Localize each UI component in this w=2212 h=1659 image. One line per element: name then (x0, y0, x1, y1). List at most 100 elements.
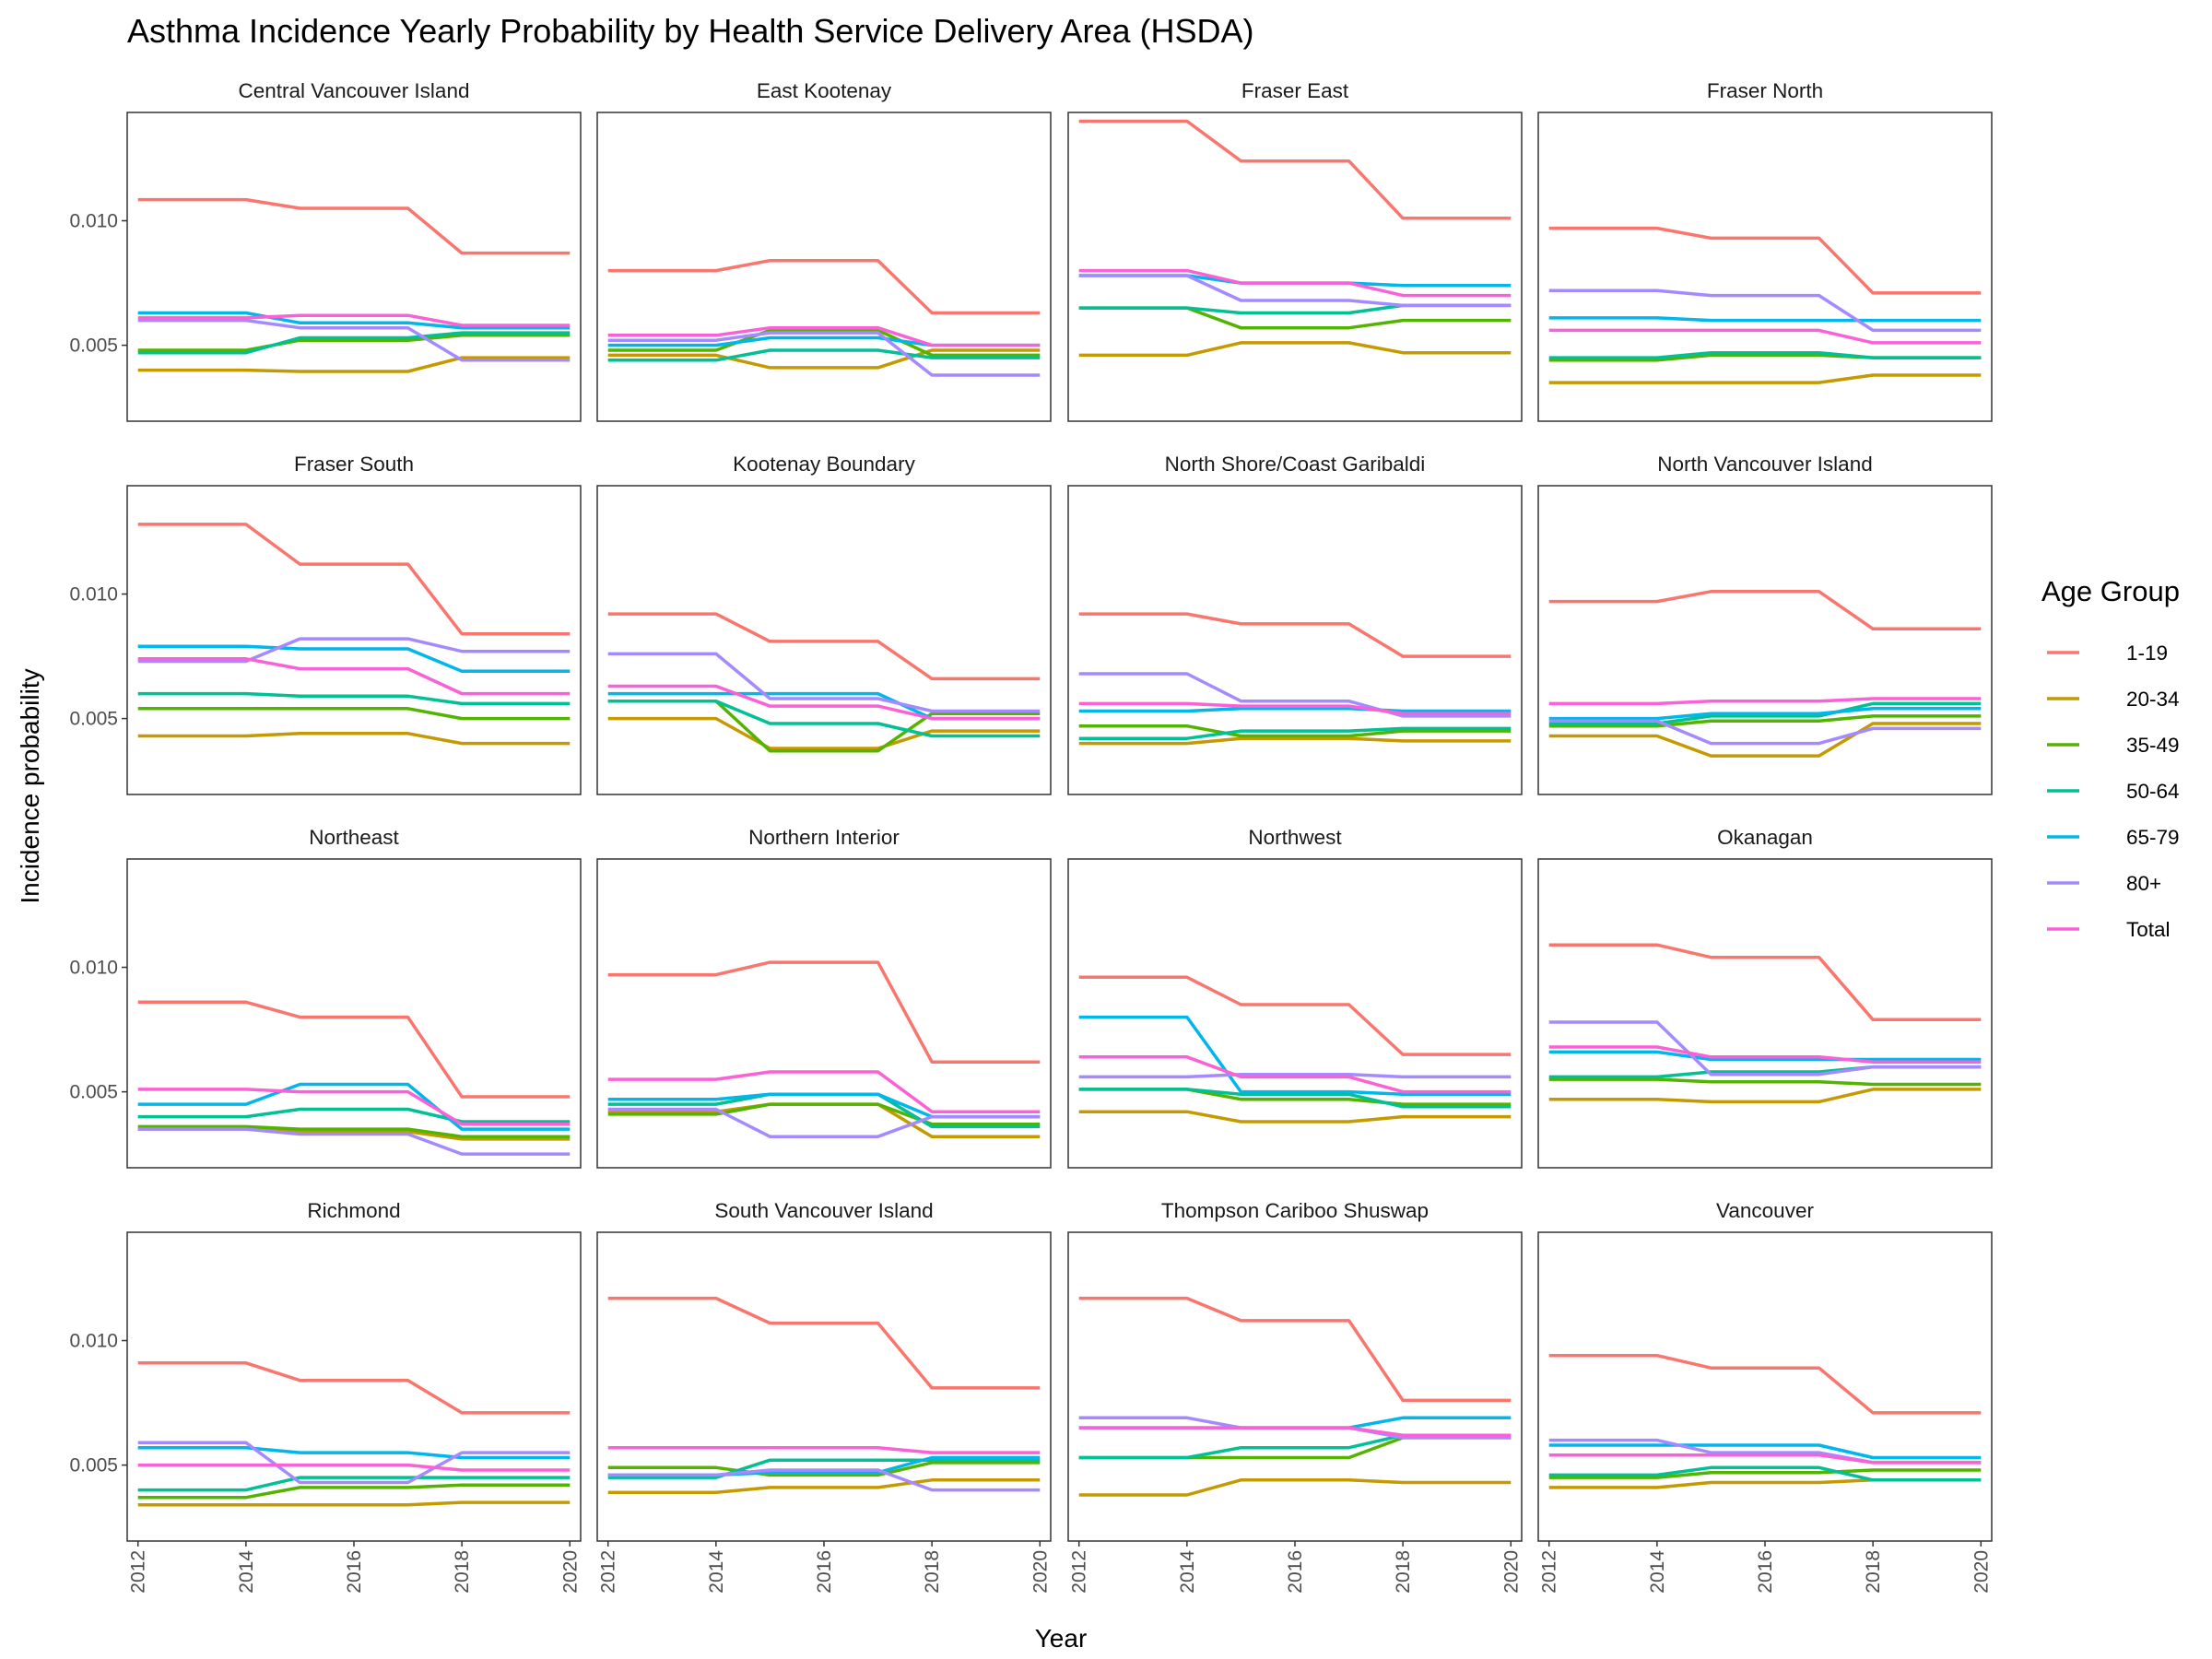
series-line-35-49 (137, 334, 571, 352)
facet-label: Thompson Cariboo Shuswap (1161, 1199, 1429, 1222)
panel-frame (126, 858, 582, 1169)
series-line-20-34 (607, 716, 1041, 750)
series-line-1-19 (137, 523, 571, 636)
series-line-65-79 (137, 644, 571, 674)
series-line-20-34 (1548, 1088, 1982, 1104)
series-line-20-34 (1078, 736, 1512, 746)
facet-northwest: Northwest (1067, 826, 1523, 1169)
x-tick-label: 2012 (1069, 1550, 1090, 1594)
series-line-35-49 (1548, 714, 1982, 728)
series-line-65-79 (1548, 1050, 1982, 1062)
facet-vancouver: Vancouver 2012 2014 2016 2018 2020 (1537, 1199, 1993, 1594)
series-line-80- (137, 1127, 571, 1156)
facet-label: Fraser South (294, 453, 414, 476)
series-line-35-49 (137, 1124, 571, 1138)
x-tick-label: 2014 (236, 1550, 257, 1594)
series-line-total (1078, 268, 1512, 298)
x-tick-label: 2018 (1393, 1550, 1414, 1594)
series-line-80- (137, 318, 571, 362)
facet-richmond: Richmond 0.005 0.010 2012 2014 2016 2018 2020 (69, 1199, 582, 1594)
facet-fraser-north: Fraser North (1537, 79, 1993, 422)
series-line-50-64 (137, 1107, 571, 1124)
panel-frame (126, 485, 582, 795)
series-line-total (607, 325, 1041, 347)
panel-frame (1537, 858, 1993, 1169)
series-line-80- (137, 1441, 571, 1485)
series-line-50-64 (1078, 726, 1512, 740)
y-tick-label: 0.010 (69, 1331, 118, 1352)
facet-label: Northern Interior (748, 826, 900, 849)
x-tick-label: 2020 (1971, 1550, 1992, 1594)
series-line-35-49 (137, 1483, 571, 1500)
series-line-50-64 (1548, 350, 1982, 359)
y-tick-label: 0.010 (69, 211, 118, 232)
panel-frame (126, 1231, 582, 1542)
series-line-65-79 (137, 1445, 571, 1460)
series-line-total (607, 684, 1041, 721)
series-line-1-19 (1078, 1296, 1512, 1403)
legend-label: 20-34 (2126, 688, 2180, 711)
facet-north-shore-coast-garibaldi: North Shore/Coast Garibaldi (1067, 453, 1523, 795)
x-tick-label: 2020 (559, 1550, 581, 1594)
series-line-20-34 (1548, 722, 1982, 758)
series-line-total (607, 1445, 1041, 1454)
series-line-80- (1078, 672, 1512, 718)
series-line-50-64 (607, 348, 1041, 362)
series-line-total (1078, 701, 1512, 715)
series-line-1-19 (1548, 943, 1982, 1022)
series-line-80- (607, 1107, 1041, 1138)
series-line-total (137, 1463, 571, 1472)
series-line-20-34 (607, 1478, 1041, 1495)
series-line-35-49 (1548, 1468, 1982, 1479)
y-tick-label: 0.005 (69, 335, 118, 357)
legend-title: Age Group (2041, 575, 2180, 607)
panel-frame (1537, 1231, 1993, 1542)
series-line-1-19 (137, 1000, 571, 1099)
series-line-20-34 (1078, 341, 1512, 358)
series-line-65-79 (1548, 1443, 1982, 1460)
x-tick-label: 2016 (344, 1550, 365, 1594)
facet-label: North Vancouver Island (1657, 453, 1872, 476)
facet-label: Fraser North (1707, 79, 1823, 102)
series-line-50-64 (137, 1476, 571, 1492)
series-line-50-64 (607, 1458, 1041, 1479)
y-axis-title: Incidence probability (16, 668, 44, 903)
facet-label: Northwest (1248, 826, 1342, 849)
facet-label: Northeast (309, 826, 399, 849)
panel-frame (596, 112, 1052, 422)
series-line-35-49 (1078, 724, 1512, 738)
series-line-80- (1078, 274, 1512, 308)
y-tick-label: 0.005 (69, 1455, 118, 1477)
legend-label: 1-19 (2126, 641, 2168, 665)
legend-label: 80+ (2126, 872, 2161, 895)
series-line-20-34 (1078, 1478, 1512, 1497)
y-tick-label: 0.005 (69, 709, 118, 730)
series-line-1-19 (1548, 226, 1982, 295)
series-line-50-64 (1078, 1088, 1512, 1109)
series-line-50-64 (137, 691, 571, 706)
y-tick-label: 0.005 (69, 1082, 118, 1103)
series-line-80- (607, 331, 1041, 377)
x-tick-label: 2014 (706, 1550, 727, 1594)
series-line-35-49 (1078, 306, 1512, 330)
panel-frame (126, 112, 582, 422)
x-tick-label: 2016 (1285, 1550, 1306, 1594)
x-tick-label: 2020 (1500, 1550, 1522, 1594)
series-line-35-49 (137, 707, 571, 721)
series-line-1-19 (607, 960, 1041, 1064)
series-line-80- (1548, 288, 1982, 333)
series-line-total (1078, 1055, 1512, 1094)
series-line-1-19 (607, 612, 1041, 681)
facet-panels: Central Vancouver Island 0.005 0.010 East K… (69, 79, 1993, 1594)
series-line-50-64 (607, 699, 1041, 738)
facet-northern-interior: Northern Interior (596, 826, 1052, 1169)
series-line-1-19 (1548, 590, 1982, 631)
series-line-50-64 (1548, 1465, 1982, 1482)
facet-label: Fraser East (1241, 79, 1349, 102)
x-axis-title: Year (1035, 1624, 1088, 1653)
legend-label: 50-64 (2126, 780, 2180, 803)
chart-title: Asthma Incidence Yearly Probability by H… (127, 12, 1254, 50)
panel-frame (1067, 858, 1523, 1169)
panel-frame (1067, 112, 1523, 422)
